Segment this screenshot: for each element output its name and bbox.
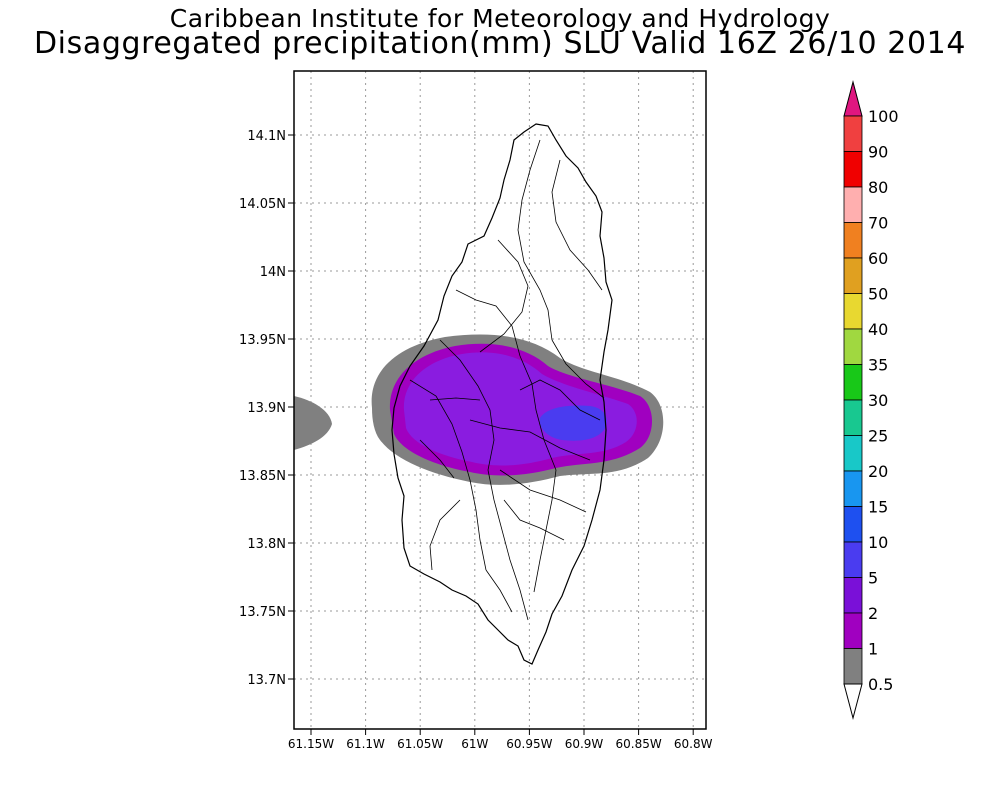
colorbar-swatch bbox=[843, 399, 863, 436]
precip-contour-5 bbox=[539, 405, 607, 441]
colorbar-label: 30 bbox=[868, 391, 888, 410]
colorbar-bottom-arrow bbox=[843, 683, 863, 720]
lon-tick-label: 61.05W bbox=[397, 737, 443, 751]
lat-tick-label: 13.95N bbox=[239, 333, 286, 348]
chart-title-line1: Caribbean Institute for Meteorology and … bbox=[169, 4, 831, 33]
colorbar-swatch bbox=[843, 151, 863, 188]
longitude-axis: 61.15W 61.1W 61.05W 61W 60.95W 60.9W 60.85W 60.… bbox=[288, 729, 713, 751]
lon-tick-label: 60.95W bbox=[506, 737, 552, 751]
colorbar-swatch bbox=[843, 364, 863, 401]
colorbar-swatch bbox=[843, 506, 863, 543]
colorbar-label: 60 bbox=[868, 249, 888, 268]
colorbar-label: 40 bbox=[868, 320, 888, 339]
colorbar-top-arrow bbox=[843, 80, 863, 117]
colorbar-label: 25 bbox=[868, 427, 888, 446]
plot-frame bbox=[293, 70, 707, 730]
colorbar-label: 2 bbox=[868, 604, 878, 623]
lon-tick-label: 60.8W bbox=[674, 737, 713, 751]
colorbar-swatch bbox=[843, 435, 863, 472]
island-outline bbox=[391, 123, 613, 665]
colorbar-swatch bbox=[843, 257, 863, 294]
lat-tick-label: 13.7N bbox=[247, 673, 286, 688]
colorbar-label: 35 bbox=[868, 356, 888, 375]
colorbar-label: 70 bbox=[868, 214, 888, 233]
lat-tick-label: 14N bbox=[260, 265, 286, 280]
latitude-axis: 14.1N 14.05N 14N 13.95N 13.9N 13.85N 13.8N 13.7… bbox=[239, 129, 294, 688]
colorbar-label: 20 bbox=[868, 462, 888, 481]
lat-tick-label: 13.75N bbox=[239, 605, 286, 620]
precip-contour-west-edge bbox=[294, 396, 332, 450]
colorbar-swatch bbox=[843, 470, 863, 507]
colorbar-label: 90 bbox=[868, 143, 888, 162]
colorbar-swatch bbox=[843, 222, 863, 259]
lat-tick-label: 13.9N bbox=[247, 401, 286, 416]
colorbar-label: 15 bbox=[868, 498, 888, 517]
colorbar-label: 50 bbox=[868, 285, 888, 304]
colorbar-label: 100 bbox=[868, 107, 899, 126]
colorbar-swatch bbox=[843, 115, 863, 152]
lat-tick-label: 14.05N bbox=[239, 197, 286, 212]
colorbar: 100 90 80 70 60 50 40 35 30 25 20 15 10 5 2 1 0.5 bbox=[843, 80, 899, 720]
lat-tick-label: 13.8N bbox=[247, 537, 286, 552]
colorbar-swatch bbox=[843, 293, 863, 330]
colorbar-swatch bbox=[843, 648, 863, 685]
lon-tick-label: 61W bbox=[461, 737, 488, 751]
colorbar-label: 1 bbox=[868, 640, 878, 659]
lat-tick-label: 14.1N bbox=[247, 129, 286, 144]
lon-tick-label: 60.85W bbox=[615, 737, 661, 751]
river-lines bbox=[409, 139, 605, 621]
colorbar-label: 5 bbox=[868, 569, 878, 588]
colorbar-swatch bbox=[843, 577, 863, 614]
colorbar-swatch bbox=[843, 328, 863, 365]
chart-title-line2: Disaggregated precipitation(mm) SLU Vali… bbox=[33, 26, 967, 61]
colorbar-swatch bbox=[843, 186, 863, 223]
lon-tick-label: 61.15W bbox=[288, 737, 334, 751]
colorbar-swatch bbox=[843, 612, 863, 649]
colorbar-label: 0.5 bbox=[868, 675, 893, 694]
lon-tick-label: 60.9W bbox=[565, 737, 604, 751]
colorbar-swatch bbox=[843, 541, 863, 578]
lon-tick-label: 61.1W bbox=[346, 737, 385, 751]
lat-tick-label: 13.85N bbox=[239, 469, 286, 484]
colorbar-label: 10 bbox=[868, 533, 888, 552]
colorbar-label: 80 bbox=[868, 178, 888, 197]
precip-contours bbox=[294, 334, 664, 485]
